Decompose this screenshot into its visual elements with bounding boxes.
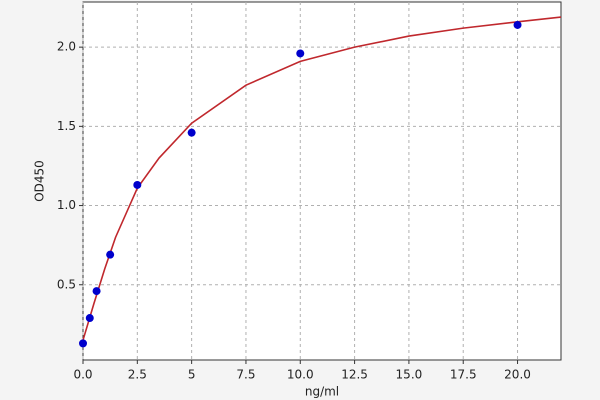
x-tick-label: 7.5 [236, 368, 255, 382]
x-tick-label: 5 [188, 368, 196, 382]
y-tick-label: 1.5 [57, 119, 76, 133]
x-tick-label: 15.0 [396, 368, 423, 382]
x-tick-label: 10.0 [287, 368, 314, 382]
x-axis-label: ng/ml [305, 385, 339, 399]
x-tick-label: 2.5 [128, 368, 147, 382]
x-tick-label: 20.0 [504, 368, 531, 382]
y-axis-label: OD450 [33, 160, 47, 202]
y-tick-label: 2.0 [57, 40, 76, 54]
x-tick-label: 12.5 [341, 368, 368, 382]
x-tick-label: 17.5 [450, 368, 477, 382]
fit-curve [82, 16, 562, 341]
data-point [133, 180, 142, 189]
data-point [85, 314, 94, 323]
y-tick-label: 1.0 [57, 198, 76, 212]
data-point [92, 287, 101, 296]
data-point [513, 20, 522, 29]
data-point [79, 339, 87, 348]
data-point [187, 128, 196, 137]
data-point [106, 250, 115, 259]
plot-area [82, 1, 562, 361]
y-tick-label: 0.5 [57, 277, 76, 291]
x-tick-label: 0.0 [73, 368, 92, 382]
data-point [296, 49, 305, 58]
plot-layer: 0.0 2.5 5 7.5 10.0 12.5 15.0 17.5 20.0 0.5 1.0 1.5 2… [57, 2, 562, 382]
